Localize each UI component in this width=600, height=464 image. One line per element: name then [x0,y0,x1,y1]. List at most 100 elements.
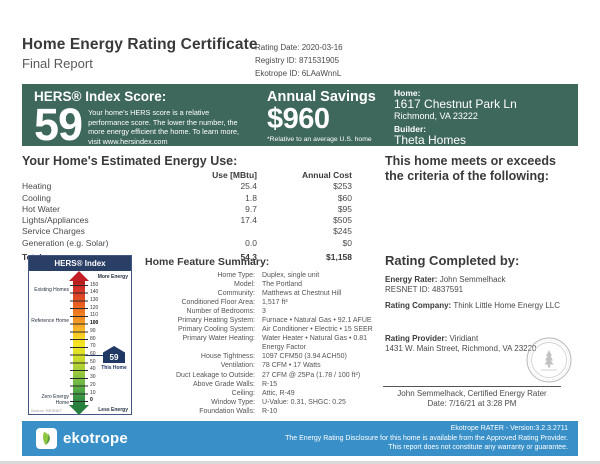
gauge-tick-label: 50 [90,358,96,365]
gauge-tick-label: 110 [90,312,98,319]
existing-homes-label: Existing Homes [34,286,69,293]
home-address-line1: 1617 Chestnut Park Ln [394,97,517,111]
ekotrope-logo-text: ekotrope [63,430,128,447]
hers-score-heading: HERS® Index Score: [34,89,167,104]
energy-use-heading: Your Home's Estimated Energy Use: [22,154,238,168]
footer-warranty-line: This report does not constitute any warr… [388,444,568,452]
home-label: Home: [394,88,421,98]
hers-score-block: HERS® Index Score: 59 Your home's HERS s… [34,89,264,150]
gauge-tick-label: 0 [90,397,93,404]
hers-index-gauge: HERS® Index More Energy Less Energy 150 … [28,255,132,415]
summary-banner: HERS® Index Score: 59 Your home's HERS s… [22,84,578,150]
rating-provider-line: Rating Provider: Viridiant [385,334,479,343]
gauge-tick-label: 130 [90,296,99,303]
gauge-tick-label: 120 [90,304,99,311]
annual-savings-note: *Relative to an average U.S. home [267,136,372,143]
home-address-line2: Richmond, VA 23222 [394,111,478,121]
energy-rater-line: Energy Rater: John Semmelhack [385,275,506,284]
feature-row: Primary Cooling System: Air Conditioner •… [177,326,373,334]
features-heading: Home Feature Summary: [145,256,270,268]
hers-score-description: Your home's HERS score is a relative per… [88,108,240,146]
rating-heading: Rating Completed by: [385,253,520,268]
less-energy-label: Less Energy [98,407,128,413]
table-row: Service Charges $245 [22,226,352,237]
this-home-house-icon: 59 [103,346,125,363]
gauge-tick-label: 60 [90,350,96,357]
builder-name: Theta Homes [394,133,467,147]
ekotrope-leaf-icon [36,428,57,449]
energy-use-table: Use [MBtu] Annual Cost Heating 25.4 $253 C… [22,170,352,263]
reference-home-label: Reference Home [31,317,69,324]
rating-company-line: Rating Company: Think Little Home Energy… [385,301,561,310]
more-energy-label: More Energy [97,274,128,280]
gauge-arrow-down [69,405,89,415]
ekotrope-logo: ekotrope [36,428,128,449]
this-home-pointer-line [85,355,103,356]
annual-savings-heading: Annual Savings [267,89,376,105]
hers-score-value: 59 [34,99,83,150]
gauge-tick-label: 20 [90,381,96,388]
energy-table-header: Use [MBtu] Annual Cost [22,170,352,181]
feature-row: Duct Leakage to Outside: 27 CFM @ 25Pa (1… [176,371,361,379]
home-info-block: Home: 1617 Chestnut Park Ln Richmond, VA… [394,89,574,147]
table-row: Hot Water 9.7 $95 [22,203,352,214]
table-row: Generation (e.g. Solar) 0.0 $0 [22,237,352,248]
page-subtitle: Final Report [22,56,93,71]
feature-row: Model: The Portland [233,281,303,289]
gauge-tick-label: 10 [90,389,96,396]
feature-row: Above Grade Walls: R-15 [193,380,278,388]
feature-row: Window Type: U-Value: 0.31, SHGC: 0.25 [211,398,346,406]
feature-row: Home Type: Duplex, single unit [217,272,320,279]
gauge-tick-numbers: 150 140 130 120 110 100 90 80 70 60 50 4… [90,281,99,404]
rating-completed-block: Rating Completed by: Energy Rater: John … [385,253,580,354]
gauge-tick-lines [70,285,88,402]
rating-date: Rating Date: 2020-03-16 [255,43,343,52]
gauge-arrow-up [69,271,89,281]
features-table: Home Type: Duplex, single unit Model: The … [145,271,377,416]
feature-row: House Tightness: 1097 CFM50 (3.94 ACH50) [200,353,347,361]
resnet-id-line: RESNET ID: 4837591 [385,285,464,294]
footer-version-line: Ekotrope RATER - Version:3.2.3.2711 [450,425,568,433]
footer-disclaimer: Ekotrope RATER - Version:3.2.3.2711 The … [285,424,568,453]
provider-address-line: 1431 W. Main Street, Richmond, VA 23220 [385,344,537,353]
gauge-tick-label: 40 [90,366,96,373]
page-bottom-edge [0,461,600,464]
annual-savings-amount: $960 [267,103,330,135]
footer-bar: ekotrope Ekotrope RATER - Version:3.2.3.… [22,421,578,456]
registry-id: Registry ID: 871531905 [255,56,340,65]
footer-disclosure-line: The Energy Rating Disclosure for this ho… [285,434,568,442]
signature-block: John Semmelhack, Certified Energy Rater … [383,386,561,409]
feature-row: Foundation Walls: R-10 [199,407,278,415]
builder-label: Builder: [394,124,427,134]
feature-row: Community: Matthews at Chestnut Hill [217,290,342,298]
gauge-source-credit: Source: RESNET [31,408,63,413]
feature-row: Conditioned Floor Area: 1,517 ft² [181,299,288,307]
gauge-tick-label: 90 [90,327,96,334]
annual-savings-block: Annual Savings $960 *Relative to an aver… [267,89,392,143]
feature-row: Ceiling: Attic, R-49 [231,389,295,397]
this-home-label: This Home [101,365,127,371]
report-meta: Rating Date: 2020-03-16 Registry ID: 871… [255,41,343,80]
feature-row: Ventilation: 78 CFM • 17 Watts [220,362,321,370]
table-row: Lights/Appliances 17.4 $505 [22,215,352,226]
gauge-tick-label: 30 [90,374,96,381]
table-row: Heating 25.4 $253 [22,181,352,192]
feature-row: Primary Heating System: Furnace • Natural… [177,317,372,325]
signature-date: Date: 7/16/21 at 3:28 PM [427,399,517,408]
page-title: Home Energy Rating Certificate [22,36,258,53]
ekotrope-id: Ekotrope ID: 6LAaWnnL [255,69,342,78]
criteria-heading: This home meets or exceeds the criteria … [385,154,556,183]
col-cost: Annual Cost [301,170,352,180]
gauge-tick-label: 100 [90,320,99,327]
feature-row: Number of Bedrooms: 3 [186,308,266,316]
col-use: Use [MBtu] [212,170,257,180]
feature-row: Primary Water Heating: Water Heater • Nat… [182,335,368,352]
gauge-tick-label: 140 [90,289,99,296]
gauge-tick-label: 150 [90,281,99,288]
signature-name: John Semmelhack, Certified Energy Rater [397,389,547,398]
gauge-tick-label: 70 [90,343,96,350]
certification-seal [526,337,572,383]
zero-energy-home-label: Zero Energy Home [41,394,69,406]
table-row: Cooling 1.8 $60 [22,192,352,203]
gauge-tick-label: 80 [90,335,96,342]
